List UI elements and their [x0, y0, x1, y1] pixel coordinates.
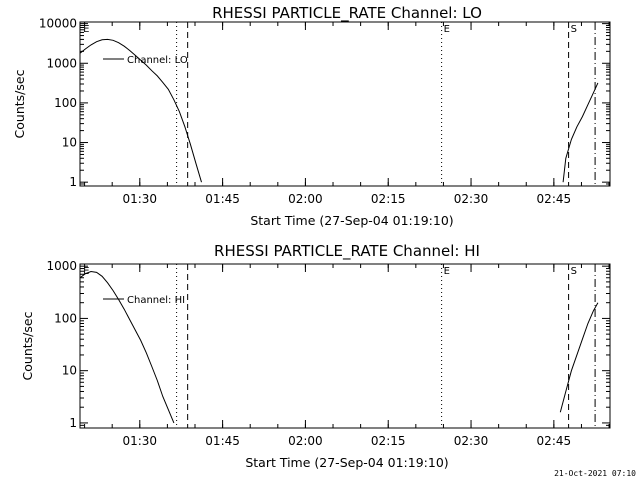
hi-x-tick-label: 02:45 — [537, 434, 572, 448]
hi-marker-label: E — [444, 266, 450, 277]
hi-channel-panel: RHESSI PARTICLE_RATE Channel: HI Counts/… — [20, 242, 611, 470]
hi-y-tick-label: 100 — [54, 311, 77, 325]
lo-x-tick-label: 02:45 — [537, 192, 572, 206]
hi-series-line — [79, 270, 175, 424]
lo-marker-label: S — [571, 24, 577, 35]
hi-y-axis-label: Counts/sec — [20, 311, 35, 380]
lo-y-ticks: 1 10 100 1000 10000 — [39, 17, 610, 189]
lo-marker-label: E — [444, 24, 450, 35]
hi-legend: Channel: HI — [103, 295, 185, 306]
lo-y-tick-label: 100 — [54, 96, 77, 110]
lo-y-axis-label: Counts/sec — [12, 69, 27, 138]
hi-x-tick-label: 02:15 — [371, 434, 406, 448]
hi-y-ticks: 1 10 100 1000 — [46, 259, 610, 430]
hi-x-tick-label: 02:30 — [454, 434, 489, 448]
lo-marker-label: E — [83, 24, 89, 35]
lo-legend: Channel: LO — [103, 55, 188, 66]
lo-x-axis-label: Start Time (27-Sep-04 01:19:10) — [250, 213, 453, 228]
hi-legend-entry: Channel: HI — [127, 295, 185, 306]
lo-x-tick-label: 02:00 — [288, 192, 323, 206]
lo-x-tick-label: 01:45 — [205, 192, 240, 206]
hi-marker-label: S — [571, 266, 577, 277]
lo-x-tick-label: 01:30 — [122, 192, 157, 206]
lo-x-ticks: 01:30 01:45 02:00 02:15 02:30 02:45 — [84, 22, 610, 206]
lo-series-line — [79, 38, 202, 183]
hi-x-tick-label: 02:00 — [288, 434, 323, 448]
lo-y-tick-label: 10000 — [39, 17, 77, 31]
hi-y-tick-label: 1 — [69, 416, 77, 430]
lo-plot-frame — [79, 21, 611, 187]
hi-x-ticks: 01:30 01:45 02:00 02:15 02:30 02:45 — [84, 264, 610, 448]
lo-x-tick-label: 02:15 — [371, 192, 406, 206]
hi-chart-title: RHESSI PARTICLE_RATE Channel: HI — [214, 242, 480, 261]
hi-x-axis-label: Start Time (27-Sep-04 01:19:10) — [245, 455, 448, 470]
lo-series-line — [562, 82, 599, 183]
hi-plot-frame — [79, 263, 611, 429]
hi-x-tick-label: 01:30 — [122, 434, 157, 448]
footer-timestamp: 21-Oct-2021 07:10 — [554, 469, 636, 478]
lo-y-tick-label: 10 — [62, 136, 77, 150]
hi-y-tick-label: 1000 — [46, 259, 77, 273]
hi-series — [79, 270, 599, 424]
lo-channel-panel: RHESSI PARTICLE_RATE Channel: LO Counts/… — [12, 4, 611, 228]
lo-y-tick-label: 1000 — [46, 56, 77, 70]
lo-x-tick-label: 02:30 — [454, 192, 489, 206]
lo-series — [79, 38, 599, 183]
hi-x-tick-label: 01:45 — [205, 434, 240, 448]
lo-chart-title: RHESSI PARTICLE_RATE Channel: LO — [212, 4, 482, 23]
lo-legend-entry: Channel: LO — [127, 55, 188, 66]
hi-marker-label: E — [83, 266, 89, 277]
hi-series-line — [559, 302, 599, 413]
hi-y-tick-label: 10 — [62, 364, 77, 378]
lo-y-tick-label: 1 — [69, 175, 77, 189]
